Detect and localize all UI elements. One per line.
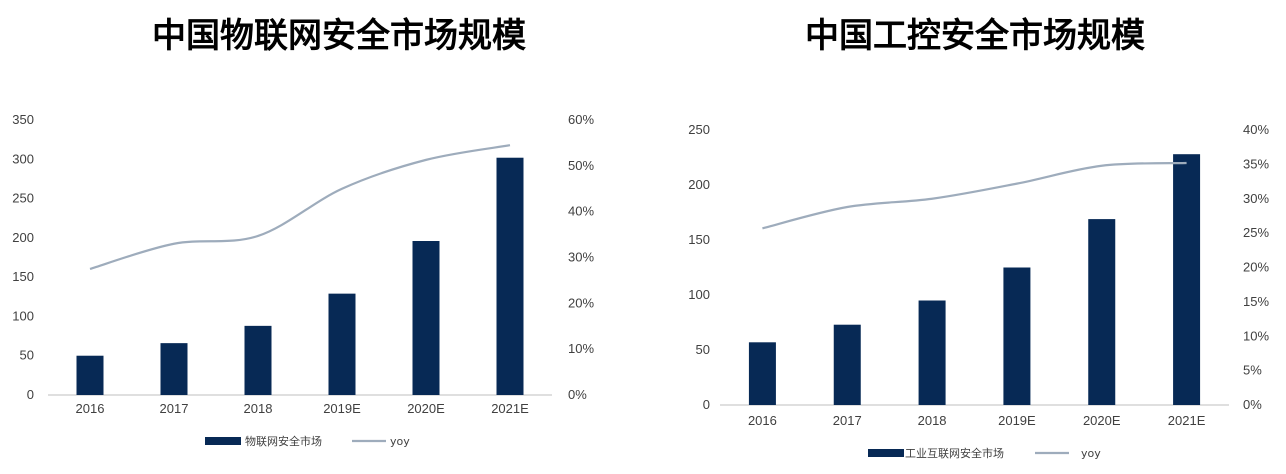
y2-axis-tick-label: 35%	[1243, 156, 1269, 171]
x-axis-tick-label: 2017	[833, 413, 862, 428]
y2-axis-tick-label: 30%	[1243, 191, 1269, 206]
y-axis-tick-label: 200	[12, 230, 34, 245]
x-axis-tick-label: 2016	[748, 413, 777, 428]
x-axis-tick-label: 2017	[160, 401, 189, 416]
y-axis-tick-label: 250	[688, 122, 710, 137]
y-axis-tick-label: 150	[12, 269, 34, 284]
x-axis-tick-label: 2019E	[323, 401, 361, 416]
legend-label-bar: 物联网安全市场	[245, 434, 322, 448]
y2-axis-tick-label: 5%	[1243, 363, 1262, 378]
bar	[328, 293, 356, 395]
y2-axis-tick-label: 50%	[568, 158, 594, 173]
y2-axis-tick-label: 60%	[568, 112, 594, 127]
yoy-series-line	[89, 144, 511, 271]
y2-axis-tick-label: 10%	[568, 341, 594, 356]
x-axis-tick-label: 2019E	[998, 413, 1036, 428]
y2-axis-tick-label: 10%	[1243, 328, 1269, 343]
bar	[160, 343, 188, 395]
legend-label-line: yoy	[1081, 447, 1101, 460]
y-axis-tick-label: 50	[696, 342, 710, 357]
bar	[1173, 154, 1201, 405]
x-axis-tick-label: 2016	[76, 401, 105, 416]
y-axis-tick-label: 0	[703, 397, 710, 412]
y-axis-tick-label: 0	[27, 387, 34, 402]
y2-axis-tick-label: 25%	[1243, 225, 1269, 240]
legend-label-bar: 工业互联网安全市场	[905, 446, 1004, 460]
bar	[748, 342, 776, 405]
bar	[244, 325, 272, 395]
bar	[1088, 219, 1116, 405]
chart-title: 中国工控安全市场规模	[805, 16, 1145, 56]
x-axis-tick-label: 2020E	[1083, 413, 1121, 428]
x-axis-tick-label: 2021E	[1168, 413, 1206, 428]
y-axis-tick-label: 350	[12, 112, 34, 127]
bar	[76, 355, 104, 395]
chart-panel-iot-security: 中国物联网安全市场规模 0 50 100 150 200 250 300 350 0% 10% 20…	[12, 16, 594, 448]
y-axis-tick-label: 300	[12, 151, 34, 166]
bar	[918, 300, 946, 405]
y-axis-tick-label: 50	[20, 348, 34, 363]
chart-canvas: 0 50 100 150 200 250 300 350 0% 10% 20% 30% 40% 50% 60…	[12, 112, 594, 448]
x-axis-tick-label: 2018	[244, 401, 273, 416]
y-axis-tick-label: 100	[12, 308, 34, 323]
y-axis-tick-label: 100	[688, 287, 710, 302]
y2-axis-tick-label: 0%	[1243, 397, 1262, 412]
x-axis-tick-label: 2020E	[407, 401, 445, 416]
y2-axis-tick-label: 20%	[568, 295, 594, 310]
bar	[1003, 267, 1031, 405]
y2-axis-tick-label: 40%	[568, 204, 594, 219]
bar	[412, 241, 440, 395]
x-axis-tick-label: 2021E	[491, 401, 529, 416]
yoy-series-line	[762, 161, 1187, 230]
legend-label-line: yoy	[390, 435, 410, 448]
legend-swatch-bar	[205, 437, 241, 445]
chart-canvas: 0 50 100 150 200 250 0% 5% 10% 15% 20% 25% 30% 35% 40%…	[688, 122, 1269, 460]
y2-axis-tick-label: 20%	[1243, 260, 1269, 275]
x-axis-tick-label: 2018	[918, 413, 947, 428]
y2-axis-tick-label: 15%	[1243, 294, 1269, 309]
chart-panel-ics-security: 中国工控安全市场规模 0 50 100 150 200 250 0% 5% 10% 15% 20% 2…	[643, 0, 1286, 474]
bar	[833, 324, 861, 405]
bar	[496, 157, 524, 395]
y-axis-tick-label: 200	[688, 177, 710, 192]
y2-axis-tick-label: 40%	[1243, 122, 1269, 137]
chart-title: 中国物联网安全市场规模	[152, 16, 526, 56]
y2-axis-tick-label: 0%	[568, 387, 587, 402]
y-axis-tick-label: 250	[12, 191, 34, 206]
y-axis-tick-label: 150	[688, 232, 710, 247]
legend-swatch-bar	[868, 449, 904, 457]
y2-axis-tick-label: 30%	[568, 250, 594, 265]
